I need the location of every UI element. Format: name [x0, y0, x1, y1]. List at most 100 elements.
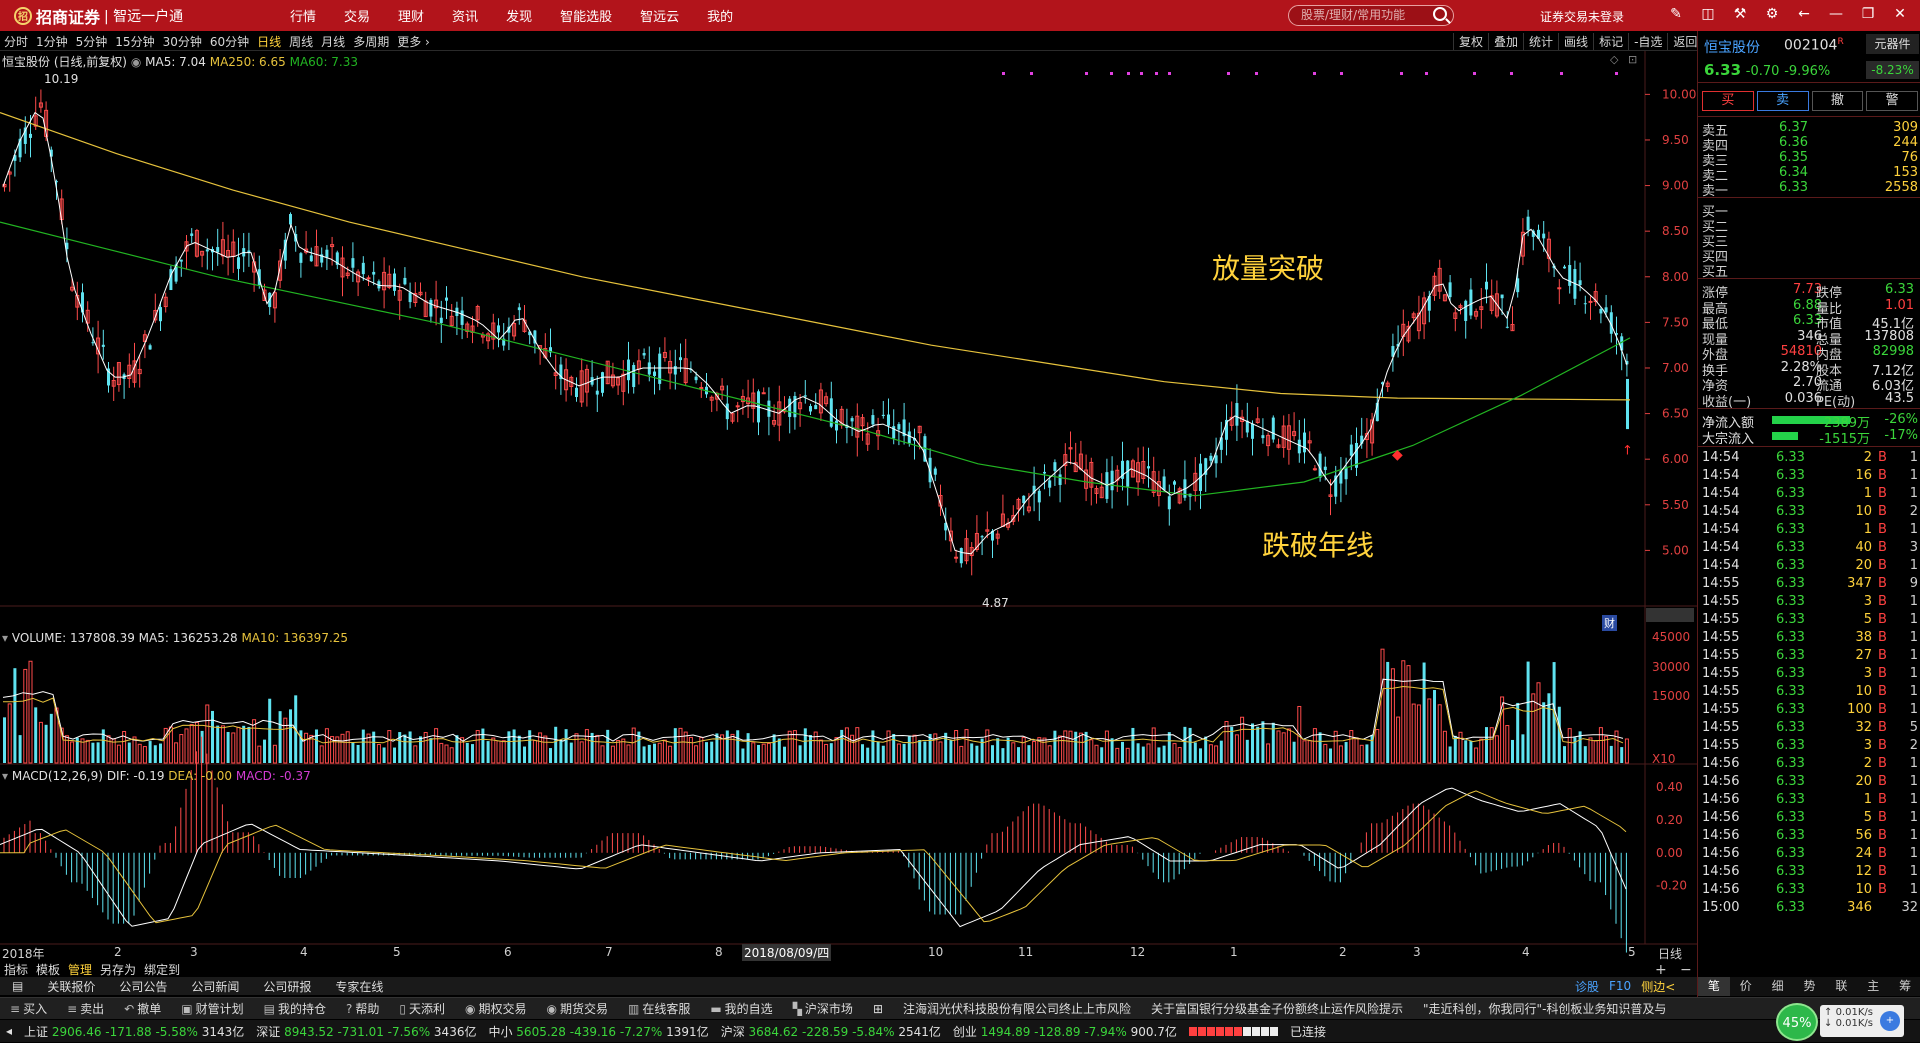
ask-row[interactable]: 卖一 6.33 2558 — [1702, 180, 1918, 199]
tab-sidebar[interactable]: 侧边< — [1641, 979, 1676, 994]
action-item[interactable]: ▬ 我的自选 — [700, 1000, 782, 1017]
event-marker[interactable] — [1002, 72, 1005, 75]
nav-item-market[interactable]: 行情 — [290, 10, 317, 25]
chart-area[interactable]: 10.00 9.50 9.00 8.50 8.00 7.50 7.00 6.50 6.00 5.5… — [0, 51, 1697, 981]
legend-toggle-icon[interactable]: ◉ — [130, 55, 146, 69]
gear-icon[interactable]: ⚙ — [1765, 6, 1779, 22]
action-item[interactable]: ▣ 财管计划 — [171, 1000, 253, 1017]
finance-badge[interactable]: 财 — [1602, 615, 1617, 631]
event-marker[interactable] — [1313, 72, 1316, 75]
tool-watchlist[interactable]: -自选 — [1628, 33, 1667, 50]
annotation-breakout[interactable]: 放量突破 — [1212, 252, 1325, 285]
nav-item-smart-pick[interactable]: 智能选股 — [560, 10, 613, 25]
tab-f10[interactable]: F10 — [1609, 979, 1632, 993]
buy-button[interactable]: 买 — [1702, 91, 1754, 111]
minimize-icon[interactable]: — — [1829, 6, 1843, 22]
nav-item-discover[interactable]: 发现 — [506, 10, 533, 25]
stock-name[interactable]: 恒宝股份 — [1704, 40, 1760, 56]
diamond-icon[interactable]: ◇ — [1610, 53, 1619, 66]
nav-item-trade[interactable]: 交易 — [344, 10, 371, 25]
tab-research[interactable]: 公司研报 — [263, 979, 312, 994]
event-marker[interactable] — [1110, 72, 1113, 75]
sector-button[interactable]: 元器件 — [1866, 34, 1919, 54]
event-marker[interactable] — [1473, 72, 1476, 75]
action-item[interactable]: ≡ 卖出 — [57, 1000, 114, 1017]
tab-expert[interactable]: 专家在线 — [335, 979, 384, 994]
tab-bind-to[interactable]: 绑定到 — [144, 963, 181, 977]
event-marker[interactable] — [1615, 72, 1618, 75]
event-marker[interactable] — [1140, 72, 1143, 75]
index-item[interactable]: 中小 5605.28 -439.16 -7.27% 1391亿 — [482, 1023, 714, 1040]
annotation-breakdown[interactable]: 跌破年线 — [1262, 529, 1375, 562]
news-headline[interactable]: 注海润光伏科技股份有限公司终止上市风险 — [903, 1002, 1132, 1016]
tab-manage[interactable]: 管理 — [68, 963, 93, 977]
event-marker[interactable] — [1560, 72, 1563, 75]
panel-tab[interactable]: 主 — [1867, 979, 1880, 993]
period-monthly[interactable]: 月线 — [321, 34, 346, 49]
action-item[interactable]: ≡ 买入 — [0, 1000, 57, 1017]
nav-item-mine[interactable]: 我的 — [707, 10, 734, 25]
period-daily[interactable]: 日线 — [257, 34, 282, 49]
action-item[interactable]: ◉ 期货交易 — [536, 1000, 618, 1017]
action-item[interactable]: ▯ 天添利 — [389, 1000, 455, 1017]
bid-row[interactable]: 买五 — [1702, 261, 1918, 280]
tab-announcements[interactable]: 公司公告 — [119, 979, 168, 994]
tab-template[interactable]: 模板 — [36, 963, 61, 977]
search-input[interactable]: 股票/理财/常用功能 — [1288, 5, 1454, 26]
alert-button[interactable]: 警 — [1866, 91, 1918, 111]
index-item[interactable]: 深证 8943.52 -731.01 -7.56% 3436亿 — [250, 1023, 482, 1040]
event-marker[interactable] — [1400, 72, 1403, 75]
tool-mark[interactable]: 标记 — [1593, 33, 1628, 50]
event-marker[interactable] — [1085, 72, 1088, 75]
news-headline[interactable]: 关于富国银行分级基金子份额终止运作风险提示 — [1151, 1002, 1404, 1016]
tool-stats[interactable]: 统计 — [1523, 33, 1558, 50]
tool-back[interactable]: 返回 — [1667, 33, 1702, 50]
action-item[interactable]: ↶ 撤单 — [114, 1000, 171, 1017]
nav-item-wealth[interactable]: 理财 — [398, 10, 425, 25]
cancel-button[interactable]: 撤 — [1811, 91, 1864, 111]
bid-row[interactable]: 买三 — [1702, 231, 1918, 250]
zoom-icon[interactable]: ⊡ — [1628, 53, 1637, 66]
period-60min[interactable]: 60分钟 — [209, 34, 250, 49]
volume-collapse-icon[interactable]: ▾ — [2, 631, 12, 645]
period-multi[interactable]: 多周期 — [353, 34, 390, 49]
plus-icon[interactable]: + — [1880, 1011, 1900, 1031]
panel-tab[interactable]: 联 — [1835, 979, 1848, 993]
sell-button[interactable]: 卖 — [1756, 91, 1809, 111]
action-item[interactable]: ▚ 沪深市场 — [783, 1000, 863, 1017]
action-item[interactable]: ◉ 期权交易 — [455, 1000, 537, 1017]
panel-tab[interactable]: 价 — [1739, 979, 1752, 993]
period-weekly[interactable]: 周线 — [289, 34, 314, 49]
event-marker[interactable] — [1030, 72, 1033, 75]
cpu-gauge[interactable]: 45% — [1776, 1003, 1818, 1041]
period-intraday[interactable]: 分时 — [4, 34, 29, 49]
macd-collapse-icon[interactable]: ▾ — [2, 769, 12, 783]
ask-row[interactable]: 卖五 6.37 309 — [1702, 120, 1918, 139]
action-item[interactable]: ▤ 我的持仓 — [254, 1000, 336, 1017]
period-5min[interactable]: 5分钟 — [75, 34, 108, 49]
event-marker[interactable] — [1425, 72, 1428, 75]
tool-icon[interactable]: ⚒ — [1733, 6, 1747, 22]
index-item[interactable]: 上证 2906.46 -171.88 -5.58% 3143亿 — [18, 1023, 250, 1040]
speaker-icon[interactable]: ◂ — [6, 1024, 13, 1038]
panel-tab[interactable]: 筹 — [1899, 979, 1912, 993]
bid-row[interactable]: 买一 — [1702, 201, 1918, 220]
period-15min[interactable]: 15分钟 — [115, 34, 155, 49]
tab-save-as[interactable]: 另存为 — [100, 963, 137, 977]
event-marker[interactable] — [1510, 72, 1513, 75]
panel-tab[interactable]: 细 — [1771, 979, 1784, 993]
login-status[interactable]: 证券交易未登录 — [1540, 10, 1625, 24]
zoom-in-icon[interactable]: + — [1655, 962, 1667, 978]
ask-row[interactable]: 卖三 6.35 76 — [1702, 150, 1918, 169]
nav-item-news[interactable]: 资讯 — [452, 10, 479, 25]
action-item[interactable]: ▥ 在线客服 — [618, 1000, 700, 1017]
zoom-out-icon[interactable]: − — [1680, 962, 1692, 978]
index-item[interactable]: 创业 1494.89 -128.89 -7.94% 900.7亿 — [947, 1023, 1183, 1040]
event-marker[interactable] — [1340, 72, 1343, 75]
search-icon[interactable] — [1433, 7, 1447, 21]
tool-draw[interactable]: 画线 — [1558, 33, 1593, 50]
tool-overlay[interactable]: 叠加 — [1488, 33, 1523, 50]
panel-tab[interactable]: 笔 — [1698, 977, 1730, 996]
panel-tab[interactable]: 势 — [1803, 979, 1816, 993]
period-30min[interactable]: 30分钟 — [162, 34, 202, 49]
